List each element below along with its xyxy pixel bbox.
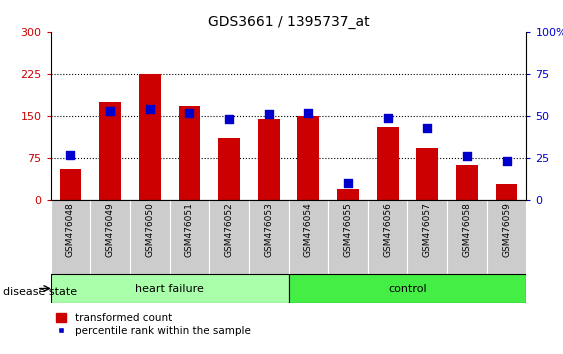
Bar xyxy=(377,127,399,200)
Point xyxy=(66,152,75,158)
Bar xyxy=(297,116,319,200)
Text: heart failure: heart failure xyxy=(135,284,204,293)
Bar xyxy=(417,148,438,200)
Text: GSM476056: GSM476056 xyxy=(383,202,392,257)
Text: disease state: disease state xyxy=(3,287,77,297)
Bar xyxy=(337,189,359,200)
Bar xyxy=(258,119,280,200)
Point xyxy=(343,180,352,186)
Text: GSM476048: GSM476048 xyxy=(66,202,75,257)
Legend: transformed count, percentile rank within the sample: transformed count, percentile rank withi… xyxy=(56,313,251,336)
Bar xyxy=(209,200,249,274)
Bar xyxy=(249,200,288,274)
Text: GSM476054: GSM476054 xyxy=(304,202,313,257)
Point xyxy=(502,159,511,164)
Bar xyxy=(218,138,240,200)
Point xyxy=(423,125,432,131)
Text: control: control xyxy=(388,284,427,293)
Point xyxy=(145,106,154,112)
Text: GSM476053: GSM476053 xyxy=(264,202,273,257)
Bar xyxy=(51,200,90,274)
Bar xyxy=(495,184,517,200)
Point xyxy=(462,154,471,159)
Bar xyxy=(60,169,82,200)
Bar xyxy=(447,200,487,274)
Point xyxy=(225,116,234,122)
Point xyxy=(106,108,115,114)
Title: GDS3661 / 1395737_at: GDS3661 / 1395737_at xyxy=(208,16,369,29)
Text: GSM476058: GSM476058 xyxy=(462,202,471,257)
Text: GSM476059: GSM476059 xyxy=(502,202,511,257)
Text: GSM476055: GSM476055 xyxy=(343,202,352,257)
Point xyxy=(304,110,313,115)
Bar xyxy=(51,274,288,303)
Bar xyxy=(328,200,368,274)
Point xyxy=(383,115,392,120)
Bar xyxy=(178,106,200,200)
Point xyxy=(264,112,273,117)
Text: GSM476052: GSM476052 xyxy=(225,202,234,257)
Bar xyxy=(99,102,121,200)
Text: GSM476051: GSM476051 xyxy=(185,202,194,257)
Bar xyxy=(368,200,408,274)
Text: GSM476049: GSM476049 xyxy=(106,202,115,257)
Point xyxy=(185,110,194,115)
Bar xyxy=(169,200,209,274)
Bar xyxy=(288,274,526,303)
Bar xyxy=(130,200,169,274)
Bar xyxy=(288,200,328,274)
Bar xyxy=(456,165,478,200)
Text: GSM476050: GSM476050 xyxy=(145,202,154,257)
Bar xyxy=(90,200,130,274)
Text: GSM476057: GSM476057 xyxy=(423,202,432,257)
Bar xyxy=(408,200,447,274)
Bar xyxy=(139,74,160,200)
Bar xyxy=(487,200,526,274)
